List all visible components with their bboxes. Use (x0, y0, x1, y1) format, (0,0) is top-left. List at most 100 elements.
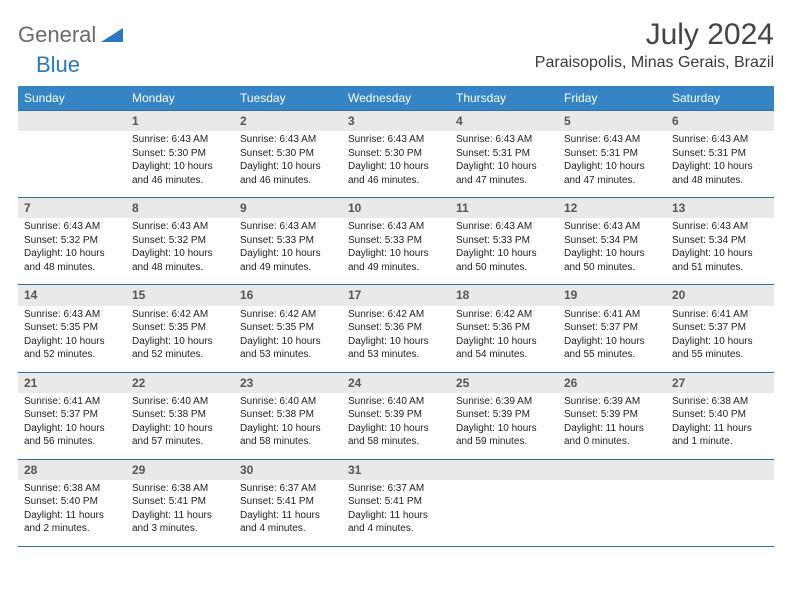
daylight-line: Daylight: 10 hours and 48 minutes. (24, 248, 105, 273)
calendar-cell: 23 Sunrise: 6:40 AM Sunset: 5:38 PM Dayligh… (234, 372, 342, 459)
sunrise-line: Sunrise: 6:41 AM (24, 396, 100, 407)
daylight-line: Daylight: 10 hours and 46 minutes. (240, 161, 321, 186)
day-number: 16 (234, 285, 342, 305)
sunrise-line: Sunrise: 6:43 AM (456, 221, 532, 232)
day-content: Sunrise: 6:43 AMSunset: 5:34 PMDaylight:… (558, 218, 666, 284)
weekday-header: Sunday (18, 86, 126, 111)
sunset-line: Sunset: 5:31 PM (456, 148, 530, 159)
calendar-cell: 31Sunrise: 6:37 AMSunset: 5:41 PMDayligh… (342, 459, 450, 546)
calendar-cell-empty (558, 459, 666, 546)
sunset-line: Sunset: 5:39 PM (456, 409, 530, 420)
sunrise-line: Sunrise: 6:43 AM (672, 221, 748, 232)
day-content: Sunrise: 6:42 AM Sunset: 5:36 PM Daylight:… (450, 306, 558, 372)
sunset-line: Sunset: 5:33 PM (456, 235, 530, 246)
calendar-cell: 7Sunrise: 6:43 AMSunset: 5:32 PMDaylight… (18, 198, 126, 285)
daylight-line: Daylight: 11 hours and 1 minute. (672, 423, 752, 448)
day-content: Sunrise: 6:42 AMSunset: 5:35 PMDaylight:… (126, 306, 234, 372)
calendar-cell: 3Sunrise: 6:43 AMSunset: 5:30 PMDaylight… (342, 111, 450, 198)
calendar-cell: 6Sunrise: 6:43 AMSunset: 5:31 PMDaylight… (666, 111, 774, 198)
day-content (18, 131, 126, 193)
sunset-line: Sunset: 5:36 PM (348, 322, 422, 333)
calendar-cell: 9Sunrise: 6:43 AMSunset: 5:33 PMDaylight… (234, 198, 342, 285)
sunset-line: Sunset: 5:30 PM (240, 148, 314, 159)
sunset-line: Sunset: 5:33 PM (348, 235, 422, 246)
day-content: Sunrise: 6:43 AMSunset: 5:30 PMDaylight:… (342, 131, 450, 197)
day-content: Sunrise: 6:41 AM Sunset: 5:37 PM Daylight:… (18, 393, 126, 459)
day-number: 9 (234, 198, 342, 218)
day-content: Sunrise: 6:40 AM Sunset: 5:38 PM Daylight:… (234, 393, 342, 459)
daylight-line: Daylight: 10 hours and 55 minutes. (564, 336, 645, 361)
calendar-row: 7Sunrise: 6:43 AMSunset: 5:32 PMDaylight… (18, 198, 774, 285)
sunrise-line: Sunrise: 6:42 AM (456, 309, 532, 320)
day-content: Sunrise: 6:37 AMSunset: 5:41 PMDaylight:… (342, 480, 450, 546)
daylight-line: Daylight: 11 hours and 2 minutes. (24, 510, 104, 535)
sunset-line: Sunset: 5:32 PM (132, 235, 206, 246)
daylight-line: Daylight: 10 hours and 53 minutes. (348, 336, 429, 361)
day-content: Sunrise: 6:43 AMSunset: 5:30 PMDaylight:… (126, 131, 234, 197)
sunrise-line: Sunrise: 6:43 AM (564, 221, 640, 232)
daylight-line: Daylight: 10 hours and 58 minutes. (240, 423, 321, 448)
calendar-cell: 18Sunrise: 6:42 AMSunset: 5:36 PMDayligh… (450, 285, 558, 372)
daylight-line: Daylight: 10 hours and 56 minutes. (24, 423, 105, 448)
month-title: July 2024 (535, 18, 774, 52)
sunrise-line: Sunrise: 6:40 AM (348, 396, 424, 407)
sunset-line: Sunset: 5:40 PM (672, 409, 746, 420)
day-number: 10 (342, 198, 450, 218)
calendar-cell: 1Sunrise: 6:43 AMSunset: 5:30 PMDaylight… (126, 111, 234, 198)
sunset-line: Sunset: 5:40 PM (24, 496, 98, 507)
day-content: Sunrise: 6:37 AMSunset: 5:41 PMDaylight:… (234, 480, 342, 546)
day-number: 29 (126, 460, 234, 480)
logo-text-2: Blue (18, 52, 80, 77)
day-content: Sunrise: 6:43 AMSunset: 5:32 PMDaylight:… (18, 218, 126, 284)
sunset-line: Sunset: 5:32 PM (24, 235, 98, 246)
sunrise-line: Sunrise: 6:43 AM (348, 221, 424, 232)
sunset-line: Sunset: 5:36 PM (456, 322, 530, 333)
day-content: Sunrise: 6:43 AMSunset: 5:33 PMDaylight:… (234, 218, 342, 284)
calendar-cell: 29Sunrise: 6:38 AMSunset: 5:41 PMDayligh… (126, 459, 234, 546)
day-content: Sunrise: 6:43 AMSunset: 5:33 PMDaylight:… (342, 218, 450, 284)
calendar-cell: 30Sunrise: 6:37 AMSunset: 5:41 PMDayligh… (234, 459, 342, 546)
logo: General (18, 18, 125, 48)
sunset-line: Sunset: 5:38 PM (240, 409, 314, 420)
day-content: Sunrise: 6:41 AMSunset: 5:37 PMDaylight:… (666, 306, 774, 372)
day-content: Sunrise: 6:41 AMSunset: 5:37 PMDaylight:… (558, 306, 666, 372)
day-content: Sunrise: 6:43 AMSunset: 5:35 PMDaylight:… (18, 306, 126, 372)
day-content: Sunrise: 6:43 AMSunset: 5:32 PMDaylight:… (126, 218, 234, 284)
calendar-cell: 8Sunrise: 6:43 AMSunset: 5:32 PMDaylight… (126, 198, 234, 285)
sunrise-line: Sunrise: 6:43 AM (672, 134, 748, 145)
day-number: 19 (558, 285, 666, 305)
daylight-line: Daylight: 10 hours and 49 minutes. (240, 248, 321, 273)
sunset-line: Sunset: 5:35 PM (24, 322, 98, 333)
calendar-cell-empty (450, 459, 558, 546)
calendar-cell: 13Sunrise: 6:43 AMSunset: 5:34 PMDayligh… (666, 198, 774, 285)
day-number: 20 (666, 285, 774, 305)
day-number: 23 (234, 373, 342, 393)
day-number: 15 (126, 285, 234, 305)
sunset-line: Sunset: 5:34 PM (564, 235, 638, 246)
sunset-line: Sunset: 5:37 PM (564, 322, 638, 333)
day-content: Sunrise: 6:42 AMSunset: 5:35 PMDaylight:… (234, 306, 342, 372)
sunset-line: Sunset: 5:30 PM (348, 148, 422, 159)
day-number (18, 111, 126, 131)
day-number: 7 (18, 198, 126, 218)
calendar-cell: 19Sunrise: 6:41 AMSunset: 5:37 PMDayligh… (558, 285, 666, 372)
sunset-line: Sunset: 5:37 PM (24, 409, 98, 420)
day-number: 25 (450, 373, 558, 393)
calendar-cell: 2Sunrise: 6:43 AMSunset: 5:30 PMDaylight… (234, 111, 342, 198)
sunrise-line: Sunrise: 6:43 AM (132, 134, 208, 145)
calendar-cell: 20Sunrise: 6:41 AMSunset: 5:37 PMDayligh… (666, 285, 774, 372)
calendar-body: 1Sunrise: 6:43 AMSunset: 5:30 PMDaylight… (18, 111, 774, 547)
sunrise-line: Sunrise: 6:40 AM (240, 396, 316, 407)
daylight-line: Daylight: 10 hours and 54 minutes. (456, 336, 537, 361)
sunrise-line: Sunrise: 6:39 AM (456, 396, 532, 407)
day-content (666, 480, 774, 542)
day-number: 8 (126, 198, 234, 218)
day-content: Sunrise: 6:42 AMSunset: 5:36 PMDaylight:… (342, 306, 450, 372)
calendar-cell: 21Sunrise: 6:41 AMSunset: 5:37 PMDayligh… (18, 372, 126, 459)
sunset-line: Sunset: 5:41 PM (240, 496, 314, 507)
sunrise-line: Sunrise: 6:38 AM (132, 483, 208, 494)
sunset-line: Sunset: 5:41 PM (132, 496, 206, 507)
calendar-cell: 22Sunrise: 6:40 AMSunset: 5:38 PMDayligh… (126, 372, 234, 459)
sunset-line: Sunset: 5:31 PM (672, 148, 746, 159)
daylight-line: Daylight: 10 hours and 53 minutes. (240, 336, 321, 361)
